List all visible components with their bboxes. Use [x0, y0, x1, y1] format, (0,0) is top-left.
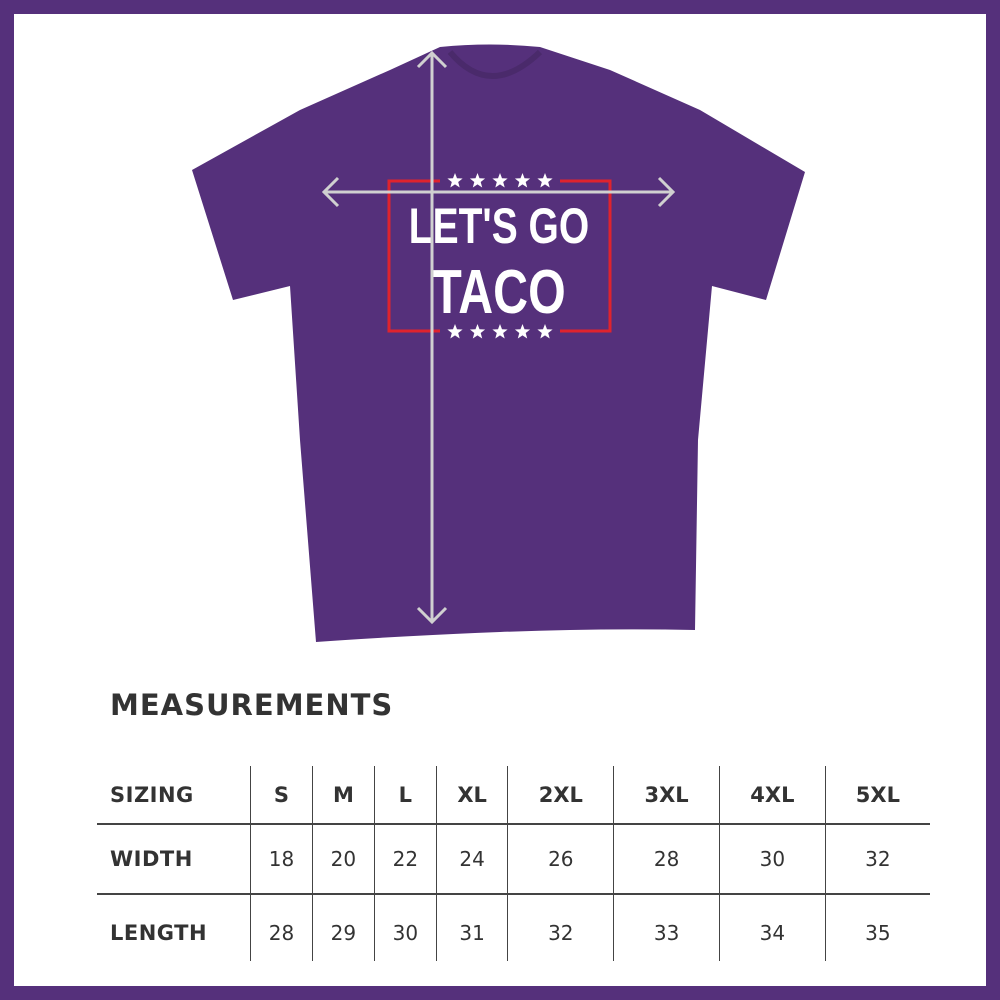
star-icon	[514, 173, 531, 188]
header-cell: M	[311, 766, 375, 825]
table-cell: 31	[435, 894, 508, 961]
size-chart-table: SIZING S M L XL 2XL 3XL 4XL 5XL WIDTH 18…	[97, 766, 930, 961]
table-cell: 32	[507, 894, 614, 961]
header-cell: S	[250, 766, 313, 825]
star-icon	[492, 173, 508, 188]
table-cell: 24	[435, 824, 508, 895]
header-cell: 3XL	[613, 766, 720, 825]
print-line-1: LET'S GO	[409, 197, 589, 254]
stars	[447, 173, 553, 339]
header-cell: XL	[435, 766, 508, 825]
star-icon	[469, 324, 486, 339]
star-icon	[447, 173, 463, 188]
table-header-row: SIZING S M L XL 2XL 3XL 4XL 5XL	[97, 766, 930, 825]
star-icon	[447, 324, 463, 339]
table-cell: 30	[373, 894, 437, 961]
table-cell: 28	[613, 824, 720, 895]
header-cell: 2XL	[507, 766, 614, 825]
header-cell: SIZING	[97, 766, 251, 825]
star-icon	[469, 173, 486, 188]
table-cell: 26	[507, 824, 614, 895]
table-cell: 29	[311, 894, 375, 961]
star-icon	[537, 173, 553, 188]
tshirt-image: LET'S GO TACO	[192, 44, 805, 642]
table-cell: 18	[250, 824, 313, 895]
table-cell: 33	[613, 894, 720, 961]
star-icon	[514, 324, 531, 339]
header-cell: 4XL	[719, 766, 826, 825]
star-icon	[492, 324, 508, 339]
table-cell: 35	[824, 894, 930, 961]
table-row: LENGTH 28 29 30 31 32 33 34 35	[97, 894, 930, 961]
measurements-title: MEASUREMENTS	[110, 688, 394, 722]
header-cell: L	[373, 766, 437, 825]
table-row: WIDTH 18 20 22 24 26 28 30 32	[97, 824, 930, 895]
table-cell: 34	[719, 894, 826, 961]
row-label: LENGTH	[110, 921, 208, 945]
header-cell: 5XL	[824, 766, 930, 825]
table-cell: 20	[311, 824, 375, 895]
table-cell: 32	[824, 824, 930, 895]
tshirt-body	[192, 44, 805, 642]
table-cell: 28	[250, 894, 313, 961]
table-cell: 30	[719, 824, 826, 895]
table-cell: 22	[373, 824, 437, 895]
measurement-arrows	[321, 50, 676, 625]
row-label: WIDTH	[97, 824, 251, 895]
star-icon	[537, 324, 553, 339]
print-line-2: TACO	[432, 257, 565, 326]
